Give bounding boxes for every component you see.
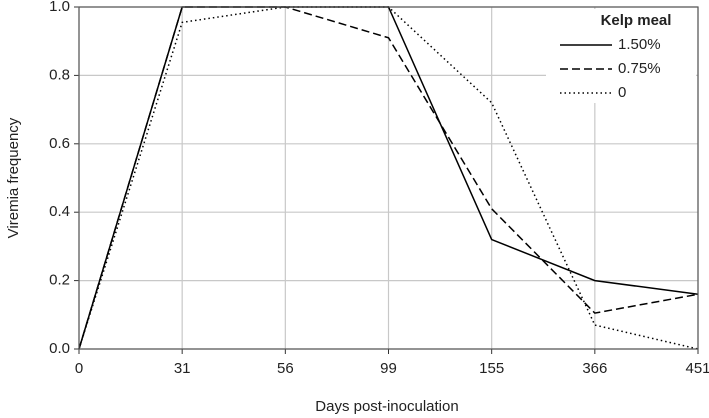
legend-background xyxy=(546,9,696,103)
y-axis-label: Viremia frequency xyxy=(5,117,22,238)
y-tick-label: 0.6 xyxy=(49,135,70,152)
x-tick-label: 451 xyxy=(685,360,709,377)
legend-label: 1.50% xyxy=(618,36,661,53)
y-tick-label: 0.2 xyxy=(49,272,70,289)
x-tick-label: 31 xyxy=(174,360,191,377)
legend: Kelp meal 1.50% 0.75% 0 xyxy=(546,9,696,103)
y-tick-label: 0.4 xyxy=(49,203,70,220)
legend-label: 0 xyxy=(618,84,626,101)
x-tick-label: 99 xyxy=(380,360,397,377)
x-tick-label: 155 xyxy=(479,360,504,377)
x-tick-label: 0 xyxy=(75,360,83,377)
legend-title: Kelp meal xyxy=(601,12,672,29)
series-line xyxy=(78,6,699,350)
y-tick-label: 0.8 xyxy=(49,66,70,83)
plot-border xyxy=(78,6,699,350)
x-axis-label: Days post-inoculation xyxy=(315,398,458,415)
legend-label: 0.75% xyxy=(618,60,661,77)
y-tick-label: 0.0 xyxy=(49,340,70,357)
y-tick-label: 1.0 xyxy=(49,0,70,15)
x-tick-label: 366 xyxy=(582,360,607,377)
x-tick-label: 56 xyxy=(277,360,294,377)
